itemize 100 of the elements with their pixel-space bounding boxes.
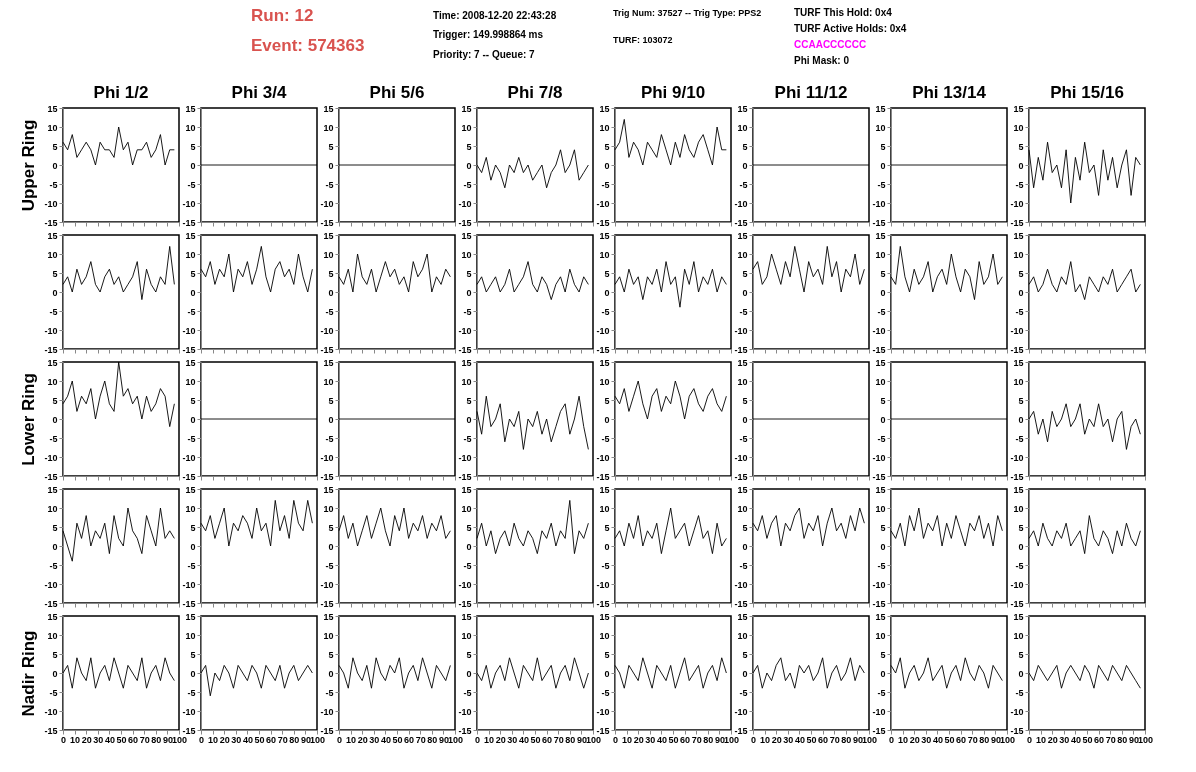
y-tick-label: 5 xyxy=(1018,268,1024,279)
y-tick-label: 0 xyxy=(52,160,58,171)
y-tick-label: 5 xyxy=(328,268,334,279)
y-tick-label: 10 xyxy=(1013,249,1024,260)
y-tick-label: 0 xyxy=(1018,287,1024,298)
y-tick-label: 0 xyxy=(328,668,334,679)
y-tick-label: -15 xyxy=(458,217,472,228)
text: TURF This Hold: 0x4 xyxy=(794,7,893,18)
y-tick-label: 15 xyxy=(47,611,58,622)
chart-title: Phi 15/16 xyxy=(1050,83,1124,102)
y-tick-label: -5 xyxy=(877,560,886,571)
y-tick-label: 10 xyxy=(47,630,58,641)
y-tick-label: 0 xyxy=(328,541,334,552)
y-tick-label: -5 xyxy=(1015,306,1024,317)
y-tick-label: -15 xyxy=(872,471,886,482)
y-tick-label: 10 xyxy=(185,376,196,387)
y-tick-label: 15 xyxy=(1013,484,1024,495)
x-tick-label: 40 xyxy=(932,734,943,745)
y-tick-label: 10 xyxy=(737,503,748,514)
y-tick-label: 15 xyxy=(461,611,472,622)
y-tick-label: 0 xyxy=(742,160,748,171)
x-tick-label: 30 xyxy=(1059,734,1070,745)
y-tick-label: 5 xyxy=(742,141,748,152)
y-tick-label: -10 xyxy=(182,325,196,336)
y-tick-label: -15 xyxy=(734,598,748,609)
x-tick-label: 100 xyxy=(171,734,188,745)
y-tick-label: 0 xyxy=(190,541,196,552)
y-tick-label: 10 xyxy=(47,503,58,514)
y-tick-label: -5 xyxy=(463,306,472,317)
y-tick-label: 10 xyxy=(323,122,334,133)
x-tick-label: 100 xyxy=(999,734,1016,745)
y-tick-label: 5 xyxy=(52,395,58,406)
x-tick-label: 90 xyxy=(300,734,311,745)
text: Time: 2008-12-20 22:43:28 xyxy=(433,10,557,21)
y-tick-label: -10 xyxy=(734,198,748,209)
y-tick-label: -5 xyxy=(325,560,334,571)
y-tick-label: 15 xyxy=(1013,230,1024,241)
x-tick-label: 90 xyxy=(714,734,725,745)
y-tick-label: 10 xyxy=(47,376,58,387)
y-tick-label: 0 xyxy=(466,414,472,425)
y-tick-label: -10 xyxy=(44,452,58,463)
y-tick-label: 15 xyxy=(185,230,196,241)
y-tick-label: 0 xyxy=(1018,414,1024,425)
x-tick-label: 20 xyxy=(633,734,644,745)
y-tick-label: 0 xyxy=(52,541,58,552)
y-tick-label: 0 xyxy=(604,160,610,171)
y-tick-label: -5 xyxy=(601,433,610,444)
y-tick-label: -15 xyxy=(320,217,334,228)
y-tick-label: -5 xyxy=(739,306,748,317)
y-tick-label: -5 xyxy=(187,179,196,190)
x-tick-label: 60 xyxy=(818,734,829,745)
y-tick-label: 10 xyxy=(737,630,748,641)
x-tick-label: 60 xyxy=(680,734,691,745)
y-tick-label: -15 xyxy=(44,598,58,609)
x-tick-label: 0 xyxy=(750,734,757,745)
y-tick-label: 10 xyxy=(47,122,58,133)
y-tick-label: -5 xyxy=(877,306,886,317)
x-tick-label: 0 xyxy=(888,734,895,745)
text: Priority: 7 -- Queue: 7 xyxy=(433,49,536,60)
y-tick-label: -10 xyxy=(596,325,610,336)
y-tick-label: -10 xyxy=(596,706,610,717)
x-tick-label: 100 xyxy=(861,734,878,745)
x-tick-label: 90 xyxy=(576,734,587,745)
y-tick-label: 15 xyxy=(323,103,334,114)
x-tick-label: 30 xyxy=(783,734,794,745)
y-tick-label: -10 xyxy=(596,579,610,590)
x-tick-label: 50 xyxy=(116,734,127,745)
y-tick-label: -15 xyxy=(44,725,58,736)
y-tick-label: 5 xyxy=(466,649,472,660)
text: Run: 12 xyxy=(251,6,314,25)
y-tick-label: 15 xyxy=(185,103,196,114)
y-tick-label: -5 xyxy=(325,687,334,698)
y-tick-label: 0 xyxy=(880,160,886,171)
y-tick-label: -15 xyxy=(458,344,472,355)
y-tick-label: -15 xyxy=(872,725,886,736)
x-tick-label: 70 xyxy=(829,734,840,745)
y-tick-label: -15 xyxy=(872,598,886,609)
y-tick-label: 0 xyxy=(466,160,472,171)
x-tick-label: 10 xyxy=(484,734,495,745)
y-tick-label: -5 xyxy=(463,687,472,698)
y-tick-label: 15 xyxy=(323,230,334,241)
y-tick-label: -15 xyxy=(596,217,610,228)
y-tick-label: 5 xyxy=(190,522,196,533)
y-tick-label: 10 xyxy=(185,122,196,133)
x-tick-label: 40 xyxy=(518,734,529,745)
y-tick-label: -10 xyxy=(734,452,748,463)
y-tick-label: -5 xyxy=(187,433,196,444)
y-tick-label: 0 xyxy=(190,287,196,298)
y-tick-label: -10 xyxy=(872,706,886,717)
x-tick-label: 20 xyxy=(1047,734,1058,745)
y-tick-label: 0 xyxy=(328,160,334,171)
y-tick-label: -15 xyxy=(1010,598,1024,609)
y-tick-label: 0 xyxy=(742,541,748,552)
y-tick-label: -10 xyxy=(44,706,58,717)
y-tick-label: -10 xyxy=(182,452,196,463)
y-tick-label: 5 xyxy=(604,141,610,152)
y-tick-label: 0 xyxy=(466,668,472,679)
y-tick-label: -5 xyxy=(49,687,58,698)
x-tick-label: 100 xyxy=(585,734,602,745)
x-tick-label: 40 xyxy=(1070,734,1081,745)
